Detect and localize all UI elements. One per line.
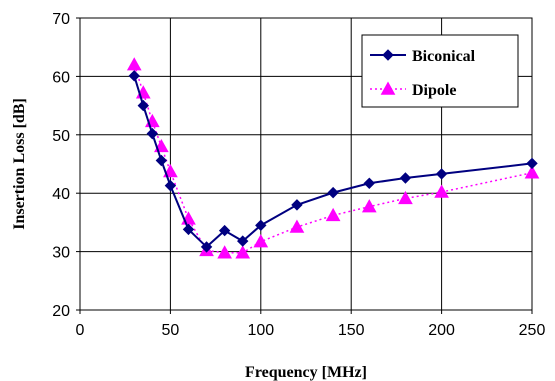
data-point-marker — [253, 234, 269, 248]
legend-item-dipole: Dipole — [370, 81, 456, 99]
data-point-marker — [155, 154, 168, 167]
data-point-marker — [126, 57, 142, 71]
series-line — [133, 64, 533, 254]
y-tick-label: 50 — [52, 128, 70, 145]
series-line — [133, 75, 533, 249]
legend-box — [361, 34, 519, 108]
legend-label: Biconical — [412, 48, 476, 65]
data-point-marker — [361, 199, 377, 213]
legend-item-biconical: Biconical — [370, 48, 476, 65]
x-tick-label: 150 — [338, 322, 365, 339]
y-tick-label: 20 — [52, 303, 70, 320]
series-biconical — [128, 70, 538, 253]
data-point-marker — [235, 245, 251, 259]
data-point-marker — [146, 127, 159, 140]
legend-label: Dipole — [412, 82, 456, 99]
data-point-marker — [434, 184, 449, 198]
data-point-marker — [363, 177, 375, 189]
y-tick-label: 70 — [52, 11, 70, 28]
legend: Biconical Dipole — [361, 34, 519, 108]
data-point-marker — [398, 190, 413, 205]
data-point-marker — [526, 157, 538, 170]
y-tick-label: 40 — [52, 186, 70, 203]
y-tick-label: 30 — [52, 245, 70, 262]
data-point-marker — [524, 165, 540, 179]
data-point-marker — [128, 70, 140, 82]
data-point-marker — [217, 245, 232, 259]
legend-swatch-marker — [382, 49, 394, 61]
data-point-marker — [327, 186, 339, 199]
data-point-marker — [399, 172, 412, 184]
data-point-marker — [218, 224, 231, 237]
y-tick-label: 60 — [52, 69, 70, 86]
axis-ticks: 20 30 40 50 60 70 0 50 100 150 200 250 — [52, 11, 545, 339]
legend-swatch-marker — [380, 81, 396, 95]
data-point-marker — [182, 223, 195, 236]
x-tick-label: 50 — [162, 322, 180, 339]
x-axis-title: Frequency [MHz] — [245, 364, 367, 381]
data-point-marker — [200, 241, 213, 253]
x-tick-label: 100 — [247, 322, 274, 339]
data-point-marker — [137, 99, 149, 112]
x-tick-label: 250 — [519, 322, 546, 339]
data-point-marker — [237, 235, 249, 247]
x-tick-label: 200 — [428, 322, 455, 339]
x-tick-label: 0 — [76, 322, 85, 339]
y-axis-title: Insertion Loss [dB] — [11, 98, 28, 230]
data-point-marker — [291, 199, 303, 211]
series-group — [126, 57, 540, 259]
data-point-marker — [325, 207, 341, 222]
data-point-marker — [255, 219, 267, 232]
data-point-marker — [289, 219, 305, 233]
data-point-marker — [435, 168, 448, 180]
data-point-marker — [164, 179, 177, 192]
